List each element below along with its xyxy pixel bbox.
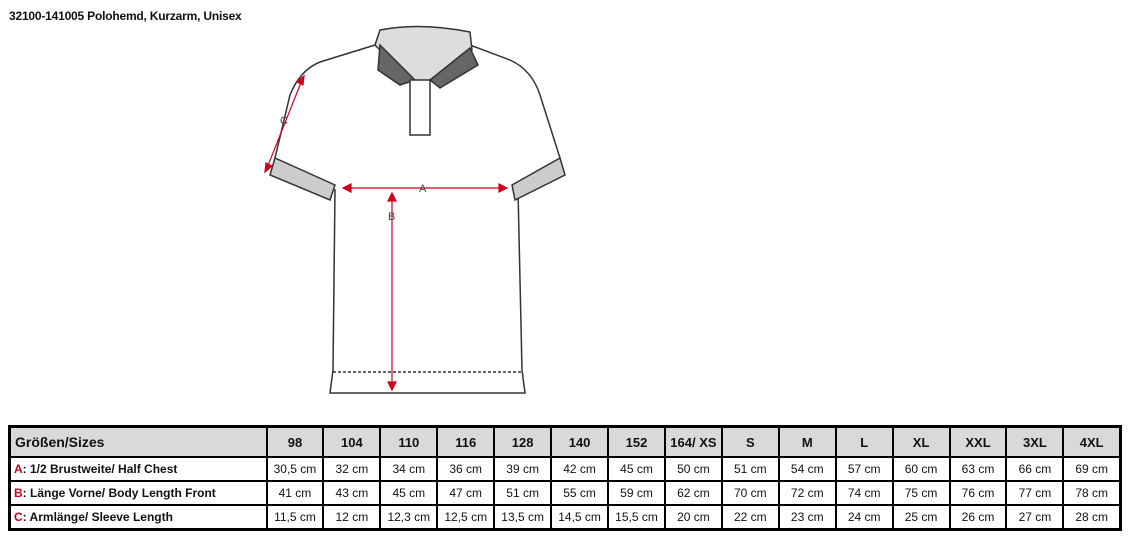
- value-cell: 74 cm: [834, 480, 894, 506]
- arrow-c: [266, 79, 303, 169]
- value-cell: 39 cm: [493, 456, 553, 482]
- size-table: Größen/Sizes 98 104 110 116 128 140 152 164/ XS…: [8, 425, 1122, 531]
- value-cell: 15,5 cm: [607, 504, 666, 531]
- value-cell: 45 cm: [607, 456, 666, 482]
- value-cell: 25 cm: [891, 504, 951, 531]
- value-cell: 23 cm: [777, 504, 837, 531]
- value-cell: 30,5 cm: [265, 456, 325, 482]
- measurement-arrows: [264, 74, 509, 392]
- value-cell: 60 cm: [891, 456, 951, 482]
- measure-name: : Länge Vorne/ Body Length Front: [22, 486, 216, 500]
- value-cell: 47 cm: [436, 480, 496, 506]
- value-cell: 54 cm: [777, 456, 837, 482]
- shirt-outline: [269, 25, 566, 394]
- measure-name: : 1/2 Brustweite/ Half Chest: [22, 462, 178, 476]
- value-cell: 27 cm: [1005, 504, 1065, 531]
- value-cell: 59 cm: [607, 480, 666, 506]
- value-cell: 57 cm: [834, 456, 894, 482]
- value-cell: 14,5 cm: [550, 504, 610, 531]
- measure-letter: B: [14, 486, 23, 500]
- size-header: 4XL: [1062, 425, 1122, 458]
- value-cell: 62 cm: [663, 480, 723, 506]
- label-c: C: [280, 115, 288, 127]
- value-cell: 70 cm: [720, 480, 780, 506]
- sizes-header: Größen/Sizes: [8, 425, 268, 458]
- size-header: 3XL: [1005, 425, 1065, 458]
- size-header: 164/ XS: [663, 425, 723, 458]
- value-cell: 13,5 cm: [493, 504, 553, 531]
- row-label: C: Armlänge/ Sleeve Length: [8, 504, 268, 531]
- size-header: S: [720, 425, 780, 458]
- value-cell: 75 cm: [891, 480, 951, 506]
- value-cell: 50 cm: [663, 456, 723, 482]
- value-cell: 12,3 cm: [379, 504, 439, 531]
- value-cell: 66 cm: [1005, 456, 1065, 482]
- size-header: 152: [607, 425, 666, 458]
- value-cell: 69 cm: [1062, 456, 1122, 482]
- size-header: 104: [322, 425, 382, 458]
- size-header: L: [834, 425, 894, 458]
- document-title: 32100-141005 Polohemd, Kurzarm, Unisex: [9, 9, 242, 23]
- value-cell: 20 cm: [663, 504, 723, 531]
- value-cell: 43 cm: [322, 480, 382, 506]
- table-row: A: 1/2 Brustweite/ Half Chest 30,5 cm 32 c…: [8, 456, 1122, 482]
- table-row: C: Armlänge/ Sleeve Length 11,5 cm 12 cm 12…: [8, 504, 1122, 531]
- value-cell: 24 cm: [834, 504, 894, 531]
- size-header: M: [777, 425, 837, 458]
- size-header: 128: [493, 425, 553, 458]
- row-label: A: 1/2 Brustweite/ Half Chest: [8, 456, 268, 482]
- value-cell: 45 cm: [379, 480, 439, 506]
- value-cell: 77 cm: [1005, 480, 1065, 506]
- value-cell: 12,5 cm: [436, 504, 496, 531]
- value-cell: 22 cm: [720, 504, 780, 531]
- size-header: XXL: [948, 425, 1008, 458]
- value-cell: 26 cm: [948, 504, 1008, 531]
- value-cell: 11,5 cm: [265, 504, 325, 531]
- measure-letter: C: [14, 510, 23, 524]
- table-row: B: Länge Vorne/ Body Length Front 41 cm 43…: [8, 480, 1122, 506]
- row-label: B: Länge Vorne/ Body Length Front: [8, 480, 268, 506]
- value-cell: 42 cm: [550, 456, 610, 482]
- value-cell: 12 cm: [322, 504, 382, 531]
- size-header: 140: [550, 425, 610, 458]
- value-cell: 78 cm: [1062, 480, 1122, 506]
- value-cell: 36 cm: [436, 456, 496, 482]
- value-cell: 63 cm: [948, 456, 1008, 482]
- value-cell: 72 cm: [777, 480, 837, 506]
- value-cell: 41 cm: [265, 480, 325, 506]
- header-row: Größen/Sizes 98 104 110 116 128 140 152 164/ XS…: [8, 425, 1122, 458]
- value-cell: 51 cm: [720, 456, 780, 482]
- measure-name: : Armlänge/ Sleeve Length: [22, 510, 173, 524]
- value-cell: 51 cm: [493, 480, 553, 506]
- value-cell: 76 cm: [948, 480, 1008, 506]
- value-cell: 28 cm: [1062, 504, 1122, 531]
- polo-shirt-diagram: A B C: [264, 25, 566, 394]
- size-header: XL: [891, 425, 951, 458]
- value-cell: 34 cm: [379, 456, 439, 482]
- label-a: A: [419, 183, 427, 195]
- measure-letter: A: [14, 462, 23, 476]
- size-header: 116: [436, 425, 496, 458]
- value-cell: 32 cm: [322, 456, 382, 482]
- size-header: 110: [379, 425, 439, 458]
- label-b: B: [388, 211, 395, 223]
- size-header: 98: [265, 425, 325, 458]
- value-cell: 55 cm: [550, 480, 610, 506]
